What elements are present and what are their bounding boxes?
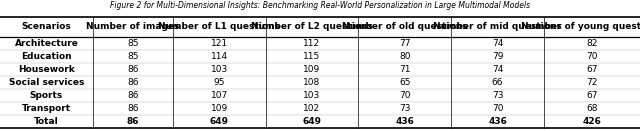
Text: Number of L2 questions: Number of L2 questions	[251, 22, 373, 31]
Text: 70: 70	[492, 104, 503, 113]
Text: 67: 67	[586, 65, 598, 74]
Text: 79: 79	[492, 52, 503, 61]
Text: 86: 86	[127, 104, 138, 113]
Text: 107: 107	[211, 91, 228, 100]
Text: 65: 65	[399, 78, 410, 87]
Text: Number of old questions: Number of old questions	[342, 22, 468, 31]
Text: 95: 95	[214, 78, 225, 87]
Text: 103: 103	[211, 65, 228, 74]
Text: 436: 436	[396, 117, 414, 126]
Text: Number of images: Number of images	[86, 22, 179, 31]
Text: 109: 109	[303, 65, 321, 74]
Text: Housework: Housework	[18, 65, 75, 74]
Text: 70: 70	[586, 52, 598, 61]
Text: 70: 70	[399, 91, 410, 100]
Text: 80: 80	[399, 52, 410, 61]
Text: Transport: Transport	[22, 104, 71, 113]
Text: 86: 86	[127, 117, 139, 126]
Text: 436: 436	[488, 117, 507, 126]
Text: Figure 2 for Multi-Dimensional Insights: Benchmarking Real-World Personalization: Figure 2 for Multi-Dimensional Insights:…	[110, 1, 530, 10]
Text: 67: 67	[586, 91, 598, 100]
Text: Number of mid questions: Number of mid questions	[433, 22, 562, 31]
Text: 103: 103	[303, 91, 321, 100]
Text: 85: 85	[127, 39, 138, 48]
Text: 112: 112	[303, 39, 321, 48]
Text: 426: 426	[582, 117, 602, 126]
Text: 649: 649	[210, 117, 228, 126]
Text: 74: 74	[492, 39, 503, 48]
Text: Number of young questions: Number of young questions	[522, 22, 640, 31]
Text: 114: 114	[211, 52, 228, 61]
Text: 66: 66	[492, 78, 503, 87]
Text: 86: 86	[127, 78, 138, 87]
Text: 71: 71	[399, 65, 410, 74]
Text: 77: 77	[399, 39, 410, 48]
Text: Number of L1 questions: Number of L1 questions	[158, 22, 280, 31]
Text: 74: 74	[492, 65, 503, 74]
Text: 115: 115	[303, 52, 321, 61]
Text: 85: 85	[127, 52, 138, 61]
Text: 86: 86	[127, 91, 138, 100]
Text: Architecture: Architecture	[15, 39, 78, 48]
Text: 68: 68	[586, 104, 598, 113]
Text: 86: 86	[127, 65, 138, 74]
Text: Education: Education	[21, 52, 72, 61]
Text: Total: Total	[34, 117, 59, 126]
Text: 73: 73	[399, 104, 410, 113]
Text: Scenarios: Scenarios	[22, 22, 71, 31]
Text: 649: 649	[303, 117, 321, 126]
Text: Sports: Sports	[30, 91, 63, 100]
Text: Social services: Social services	[9, 78, 84, 87]
Text: 109: 109	[211, 104, 228, 113]
Text: 102: 102	[303, 104, 321, 113]
Text: 72: 72	[586, 78, 598, 87]
Text: 82: 82	[586, 39, 598, 48]
Text: 73: 73	[492, 91, 503, 100]
Text: 108: 108	[303, 78, 321, 87]
Text: 121: 121	[211, 39, 228, 48]
